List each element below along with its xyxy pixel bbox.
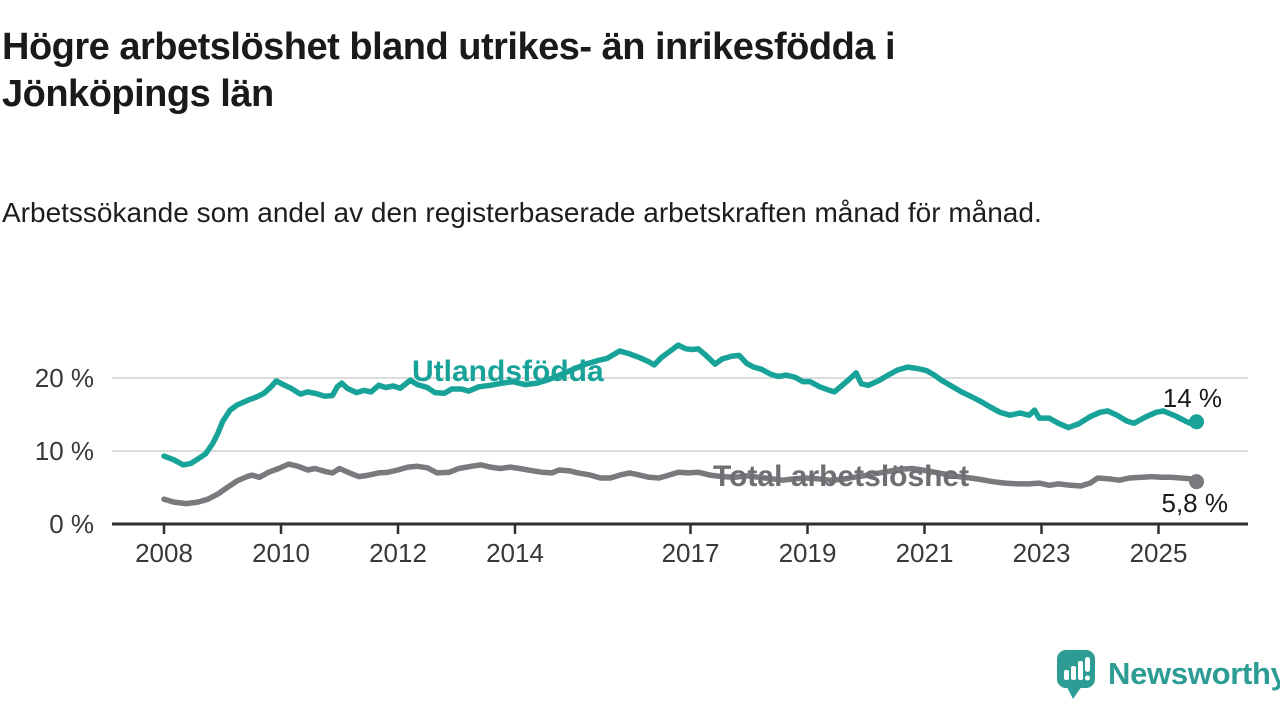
x-tick-label: 2023 [1013,538,1071,568]
x-tick-label: 2008 [135,538,193,568]
x-tick-label: 2010 [252,538,310,568]
x-tick-label: 2017 [662,538,720,568]
chart-subtitle: Arbetssökande som andel av den registerb… [2,197,1042,228]
series-lines [161,342,1205,507]
end-value-label-utlandsfodda: 14 % [1163,383,1222,413]
x-tick-label: 2021 [896,538,954,568]
x-tick-label: 2014 [486,538,544,568]
y-tick-label: 20 % [35,363,94,393]
x-tick-label: 2025 [1130,538,1188,568]
newsworthy-logo-icon [1057,650,1095,699]
series-labels: Utlandsfödda 14 % Total arbetslöshet 5,8 % [412,355,1228,518]
series-label-utlandsfodda: Utlandsfödda [412,355,604,388]
newsworthy-wordmark: Newsworthy [1108,656,1280,691]
newsworthy-logo: Newsworthy [1056,648,1280,700]
y-tick-label: 10 % [35,436,94,466]
series-line-utlandsfodda [161,342,1200,468]
y-tick-label: 0 % [49,509,94,539]
x-tick-label: 2012 [369,538,427,568]
series-endpoint-dot [1189,474,1205,490]
chart-title: Högre arbetslöshet bland utrikes- än inr… [2,26,896,115]
series-label-total: Total arbetslöshet [713,460,969,493]
series-line-total [161,461,1200,507]
x-tick-label: 2019 [779,538,837,568]
end-value-label-total: 5,8 % [1162,488,1229,518]
series-endpoint-dot [1189,414,1205,430]
gridlines [112,377,1248,452]
bar-chart-glyph [1064,657,1090,681]
x-axis: 2008 2010 2012 2014 2017 2019 2021 2023 2025 [112,522,1248,568]
y-axis-labels: 0 % 10 % 20 % [35,363,94,539]
